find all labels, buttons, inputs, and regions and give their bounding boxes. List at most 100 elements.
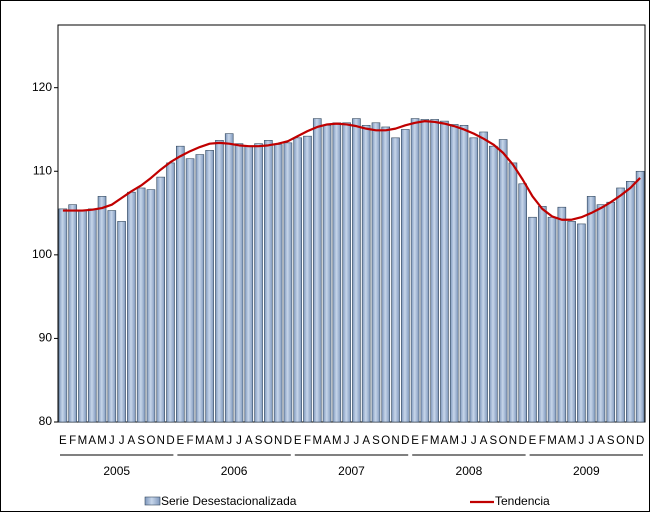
x-tick-label: A	[323, 435, 331, 447]
bar	[479, 131, 488, 423]
x-tick-label: A	[245, 435, 253, 447]
bar	[410, 118, 420, 423]
x-tick-label: A	[441, 435, 449, 447]
x-tick-label: M	[332, 435, 342, 447]
bar	[195, 154, 205, 423]
x-tick-label: J	[236, 435, 242, 447]
bar	[107, 210, 117, 423]
legend-label: Serie Desestacionalizada	[161, 494, 297, 508]
bar	[332, 122, 342, 423]
bar	[528, 216, 537, 423]
bar	[537, 206, 547, 423]
x-tick-label: D	[636, 435, 644, 447]
bar	[185, 158, 195, 423]
x-tick-label: D	[401, 435, 409, 447]
bar	[254, 143, 263, 423]
bar	[312, 118, 322, 423]
x-tick-label: F	[421, 435, 428, 447]
bar	[176, 145, 185, 423]
x-tick-label: J	[588, 435, 594, 447]
legend-swatch	[144, 496, 161, 506]
bar	[518, 183, 528, 423]
x-tick-label: M	[215, 435, 225, 447]
bar	[606, 201, 616, 423]
x-tick-label: M	[430, 435, 440, 447]
x-tick-label: A	[88, 435, 96, 447]
year-label: 2005	[103, 464, 130, 478]
x-tick-label: A	[206, 435, 214, 447]
bar	[234, 143, 244, 423]
x-tick-label: O	[264, 435, 273, 447]
y-tick-label: 120	[32, 80, 52, 94]
bar	[498, 139, 508, 423]
bar	[577, 223, 586, 423]
x-tick-label: E	[411, 435, 419, 447]
bar	[391, 137, 400, 423]
x-tick-label: F	[187, 435, 194, 447]
x-tick-label: J	[354, 435, 360, 447]
x-tick-label: A	[480, 435, 488, 447]
y-tick-label: 90	[39, 331, 53, 345]
bar	[489, 145, 498, 423]
bar	[156, 176, 166, 423]
bar	[635, 170, 645, 423]
bar	[205, 150, 214, 423]
year-label: 2007	[338, 464, 365, 478]
bar	[440, 120, 449, 423]
bar	[166, 162, 175, 423]
x-tick-label: J	[344, 435, 350, 447]
bar	[224, 133, 234, 423]
x-tick-label: M	[195, 435, 205, 447]
x-tick-label: J	[109, 435, 115, 447]
x-tick-label: N	[509, 435, 517, 447]
bar	[322, 124, 332, 423]
x-tick-label: F	[539, 435, 546, 447]
x-tick-label: D	[166, 435, 174, 447]
bar	[596, 204, 606, 423]
bar	[352, 118, 361, 423]
x-tick-label: S	[137, 435, 145, 447]
x-tick-label: N	[274, 435, 282, 447]
x-tick-label: O	[381, 435, 390, 447]
x-tick-label: O	[616, 435, 625, 447]
x-tick-label: M	[449, 435, 459, 447]
bar	[401, 129, 410, 423]
bar	[586, 196, 596, 423]
bar	[244, 145, 254, 423]
x-tick-label: M	[312, 435, 322, 447]
legend-label: Tendencia	[495, 494, 550, 508]
x-tick-label: A	[128, 435, 136, 447]
bar	[127, 191, 136, 423]
x-tick-label: O	[146, 435, 155, 447]
bar	[58, 208, 68, 423]
y-tick-label: 110	[33, 163, 52, 177]
bar	[78, 210, 87, 423]
x-tick-label: F	[304, 435, 311, 447]
bar	[68, 204, 77, 423]
bar	[283, 142, 293, 423]
bar	[469, 137, 479, 423]
x-tick-label: D	[284, 435, 292, 447]
x-tick-label: E	[59, 435, 67, 447]
trend-line	[62, 120, 641, 221]
plot-area	[57, 24, 646, 423]
year-label: 2009	[573, 464, 600, 478]
bar	[117, 221, 126, 423]
x-tick-label: M	[97, 435, 107, 447]
x-tick-label: J	[226, 435, 232, 447]
bar	[626, 180, 635, 423]
bar	[459, 124, 469, 423]
x-tick-label: E	[176, 435, 184, 447]
x-tick-label: O	[499, 435, 508, 447]
x-tick-label: J	[461, 435, 467, 447]
x-tick-label: A	[362, 435, 370, 447]
x-tick-label: E	[294, 435, 302, 447]
x-tick-label: A	[558, 435, 566, 447]
x-tick-label: E	[529, 435, 537, 447]
bar	[371, 122, 381, 423]
x-tick-label: A	[597, 435, 605, 447]
bar	[136, 187, 146, 423]
x-tick-label: S	[255, 435, 263, 447]
bar	[557, 206, 567, 423]
